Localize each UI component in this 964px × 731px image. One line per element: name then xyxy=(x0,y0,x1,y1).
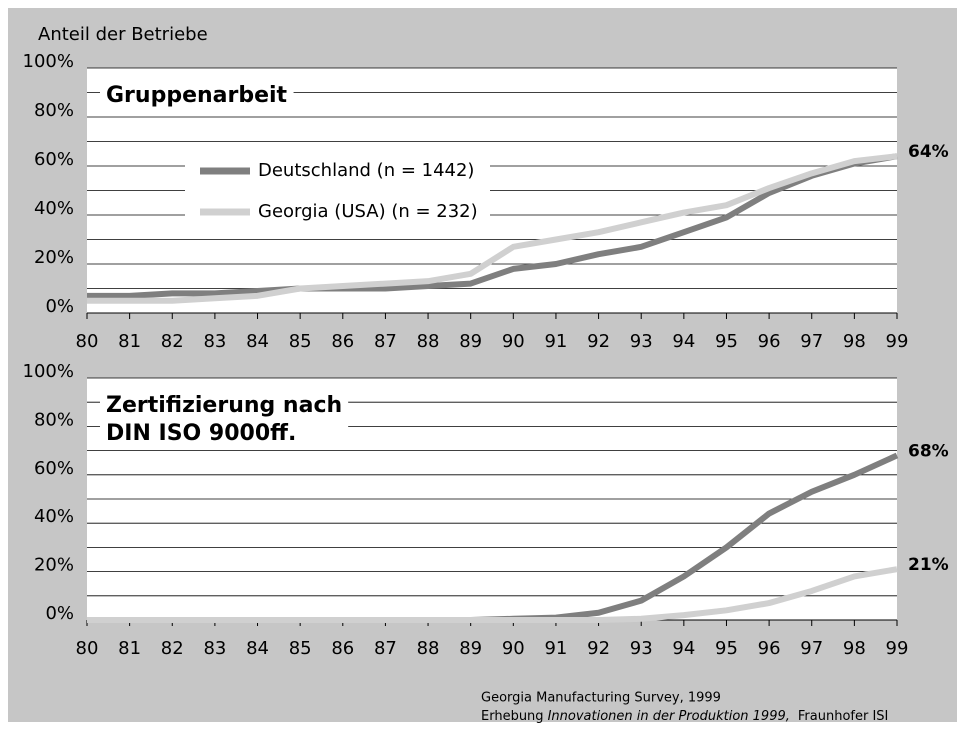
x-tick-label: 84 xyxy=(246,638,269,659)
x-tick-label: 91 xyxy=(544,638,567,659)
x-tick-label: 81 xyxy=(118,638,141,659)
series-line xyxy=(87,566,898,623)
source-part: Innovationen in der Produktion 1999, xyxy=(548,709,790,724)
legend-label: Georgia (USA) (n = 232) xyxy=(258,201,478,222)
source-part: Fraunhofer ISI xyxy=(798,709,889,724)
x-tick-label: 83 xyxy=(203,638,226,659)
data-label: 64% xyxy=(908,142,949,162)
x-tick-label: 84 xyxy=(246,331,269,352)
y-tick-label: 80% xyxy=(34,100,74,121)
y-tick-label: 100% xyxy=(23,51,74,72)
x-tick-label: 80 xyxy=(76,331,99,352)
x-tick-label: 89 xyxy=(459,331,482,352)
legend-label: Deutschland (n = 1442) xyxy=(258,160,474,181)
x-tick-label: 95 xyxy=(715,331,738,352)
x-tick-label: 80 xyxy=(76,638,99,659)
x-tick-label: 82 xyxy=(161,331,184,352)
x-tick-label: 99 xyxy=(886,638,909,659)
y-tick-label: 20% xyxy=(34,247,74,268)
x-tick-label: 82 xyxy=(161,638,184,659)
y-tick-label: 20% xyxy=(34,555,74,576)
x-tick-label: 92 xyxy=(587,331,610,352)
y-tick-label: 60% xyxy=(34,149,74,170)
x-tick-label: 86 xyxy=(331,638,354,659)
legend: Deutschland (n = 1442) Georgia (USA) (n =… xyxy=(185,150,490,232)
x-tick-label: 88 xyxy=(417,638,440,659)
y-tick-label: 80% xyxy=(34,409,74,430)
source: Georgia Manufacturing Survey, 1999 xyxy=(481,691,721,706)
x-tick-label: 98 xyxy=(843,638,866,659)
series-line xyxy=(87,153,898,299)
x-tick-label: 96 xyxy=(758,331,781,352)
panel-title: Gruppenarbeit xyxy=(106,83,288,108)
x-tick-label: 81 xyxy=(118,331,141,352)
x-tick-label: 85 xyxy=(289,638,312,659)
x-tick-label: 94 xyxy=(672,331,695,352)
x-tick-label: 99 xyxy=(886,331,909,352)
x-tick-label: 93 xyxy=(630,638,653,659)
source-part: Erhebung xyxy=(481,709,544,724)
x-tick-label: 88 xyxy=(417,331,440,352)
y-tick-label: 0% xyxy=(45,296,74,317)
data-label: 68% xyxy=(908,441,949,461)
y-tick-label: 40% xyxy=(34,506,74,527)
x-tick-label: 90 xyxy=(502,638,525,659)
y-tick-label: 0% xyxy=(45,603,74,624)
x-tick-label: 86 xyxy=(331,331,354,352)
source: Erhebung Innovationen in der Produktion 1… xyxy=(481,709,888,724)
x-tick-label: 97 xyxy=(800,638,823,659)
x-tick-label: 97 xyxy=(800,331,823,352)
series-line xyxy=(87,153,898,304)
title-background xyxy=(100,390,349,450)
x-tick-label: 89 xyxy=(459,638,482,659)
x-tick-label: 87 xyxy=(374,331,397,352)
legend-background xyxy=(185,150,490,232)
x-tick-label: 94 xyxy=(672,638,695,659)
x-tick-label: 83 xyxy=(203,331,226,352)
y-axis-label: Anteil der Betriebe xyxy=(38,24,208,45)
chart-title: Gruppenarbeit xyxy=(106,83,288,108)
y-tick-label: 40% xyxy=(34,198,74,219)
x-tick-label: 93 xyxy=(630,331,653,352)
y-tick-label: 100% xyxy=(23,361,74,382)
x-tick-label: 91 xyxy=(544,331,567,352)
chart-title: DIN ISO 9000ff. xyxy=(106,421,296,446)
x-tick-label: 96 xyxy=(758,638,781,659)
x-tick-label: 98 xyxy=(843,331,866,352)
x-tick-label: 87 xyxy=(374,638,397,659)
x-tick-label: 92 xyxy=(587,638,610,659)
x-tick-label: 90 xyxy=(502,331,525,352)
x-tick-label: 95 xyxy=(715,638,738,659)
panel-title: Zertifizierung nach DIN ISO 9000ff. xyxy=(106,393,342,446)
x-tick-label: 85 xyxy=(289,331,312,352)
data-label: 21% xyxy=(908,555,949,575)
title-background xyxy=(100,80,294,112)
y-tick-label: 60% xyxy=(34,458,74,479)
chart-title: Zertifizierung nach xyxy=(106,393,342,418)
